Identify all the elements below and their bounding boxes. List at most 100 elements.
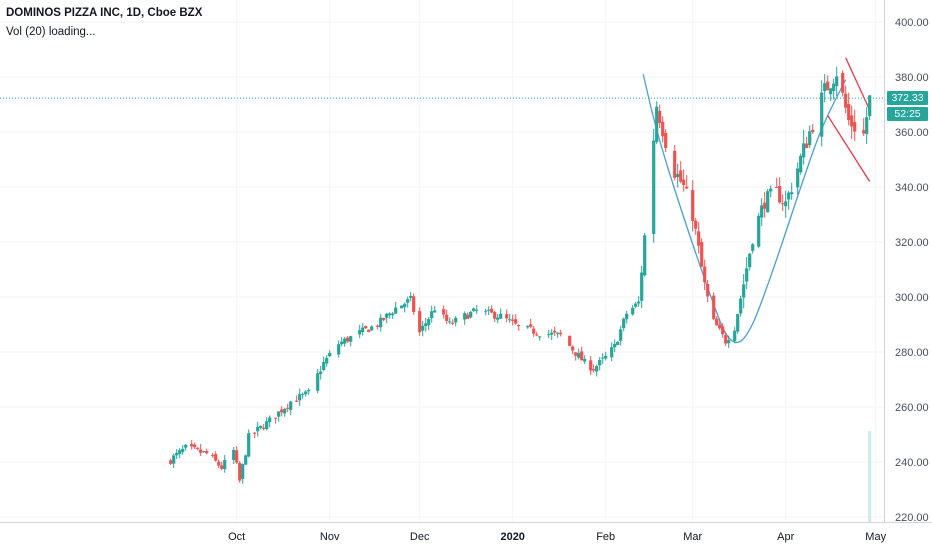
candle-body bbox=[643, 235, 647, 276]
candle-body bbox=[694, 220, 698, 229]
candle-body bbox=[661, 121, 665, 137]
candle-body bbox=[358, 330, 362, 335]
cup-curve[interactable] bbox=[642, 74, 847, 344]
candle-body bbox=[676, 173, 680, 178]
y-tick-label: 240.00 bbox=[895, 457, 929, 469]
candle-body bbox=[499, 313, 503, 319]
candle-body bbox=[235, 450, 239, 463]
candle-body bbox=[304, 391, 308, 395]
candle-body bbox=[658, 110, 662, 124]
candle-body bbox=[196, 447, 200, 449]
candle-body bbox=[724, 335, 728, 344]
candle-body bbox=[769, 188, 773, 192]
candle-body bbox=[535, 334, 539, 336]
candle-body bbox=[466, 314, 470, 319]
candle-body bbox=[349, 336, 353, 342]
volume-bar bbox=[868, 431, 872, 522]
candle-body bbox=[784, 201, 788, 207]
candle-body bbox=[325, 357, 329, 364]
candle-body bbox=[181, 448, 185, 453]
candle-body bbox=[241, 464, 245, 479]
candle-body bbox=[220, 465, 224, 469]
candle-body bbox=[262, 427, 266, 429]
candle-body bbox=[799, 155, 803, 173]
candle-body bbox=[340, 341, 344, 345]
candle-body bbox=[223, 460, 227, 470]
candle-body bbox=[832, 83, 836, 92]
candle-body bbox=[745, 268, 749, 282]
handle-upper-trendline[interactable] bbox=[845, 57, 871, 111]
chart-title: DOMINOS PIZZA INC, 1D, Cboe BZX bbox=[6, 7, 203, 19]
grid-lines bbox=[0, 0, 884, 522]
candle-body bbox=[796, 168, 800, 188]
candle-body bbox=[511, 319, 515, 321]
candle-body bbox=[595, 366, 599, 372]
candle-body bbox=[763, 202, 767, 209]
bar-countdown-badge: 52:25 bbox=[887, 107, 928, 122]
candle-body bbox=[790, 192, 794, 195]
price-axis[interactable]: 220.00 240.00 260.00 280.00 300.00 320.00 340.… bbox=[895, 17, 929, 524]
candle-body bbox=[601, 357, 605, 359]
candle-body bbox=[268, 417, 272, 423]
candle-body bbox=[577, 353, 581, 358]
candle-body bbox=[427, 319, 431, 326]
candle-body bbox=[685, 186, 689, 189]
candle-body bbox=[736, 314, 740, 332]
candle-body bbox=[442, 309, 446, 315]
candle-body bbox=[205, 451, 209, 454]
candle-body bbox=[406, 299, 410, 303]
candle-body bbox=[706, 284, 710, 297]
candle-body bbox=[637, 301, 641, 304]
handle-lower-trendline[interactable] bbox=[827, 115, 871, 182]
candle-body bbox=[868, 95, 872, 117]
candle-body bbox=[823, 83, 827, 91]
candle-body bbox=[556, 332, 560, 334]
candle-body bbox=[787, 192, 791, 200]
candle-body bbox=[778, 186, 782, 203]
candle-body bbox=[727, 340, 731, 344]
candle-body bbox=[592, 369, 596, 371]
candle-body bbox=[412, 296, 416, 313]
candle-body bbox=[826, 81, 830, 91]
candle-body bbox=[487, 309, 491, 311]
candle-body bbox=[610, 347, 614, 358]
candle-body bbox=[391, 313, 395, 316]
candle-body bbox=[475, 309, 479, 311]
candle-body bbox=[526, 325, 530, 328]
candle-body bbox=[199, 449, 203, 453]
candle-body bbox=[508, 319, 512, 321]
candle-body bbox=[394, 307, 398, 314]
candle-body bbox=[424, 323, 428, 326]
candle-body bbox=[307, 390, 311, 392]
candle-body bbox=[757, 215, 761, 247]
candle-body bbox=[805, 143, 809, 149]
candle-body bbox=[253, 432, 257, 434]
y-tick-label: 400.00 bbox=[895, 17, 929, 29]
candle-body bbox=[214, 454, 218, 461]
candle-body bbox=[484, 310, 488, 312]
candle-body bbox=[742, 284, 746, 298]
candle-body bbox=[421, 325, 425, 331]
x-tick-label: Dec bbox=[410, 531, 430, 543]
candle-body bbox=[175, 453, 179, 456]
candle-body bbox=[217, 461, 221, 466]
x-tick-label: Mar bbox=[683, 531, 702, 543]
candle-body bbox=[844, 93, 848, 108]
candle-body bbox=[343, 338, 347, 344]
cup-and-handle-drawing[interactable] bbox=[642, 57, 871, 344]
candle-body bbox=[652, 140, 656, 235]
candle-body bbox=[625, 313, 629, 320]
candle-body bbox=[298, 394, 302, 401]
candle-body bbox=[337, 344, 341, 355]
candle-body bbox=[568, 335, 572, 346]
candle-body bbox=[547, 334, 551, 336]
candle-body bbox=[739, 298, 743, 314]
candle-body bbox=[232, 449, 236, 460]
current-price-badge: 372.33 bbox=[887, 91, 928, 106]
candle-body bbox=[367, 329, 371, 333]
time-axis[interactable]: OctNovDec2020FebMarAprMayJunJul bbox=[228, 531, 932, 543]
candle-body bbox=[553, 330, 557, 333]
candle-body bbox=[301, 393, 305, 395]
candle-body bbox=[346, 337, 350, 342]
